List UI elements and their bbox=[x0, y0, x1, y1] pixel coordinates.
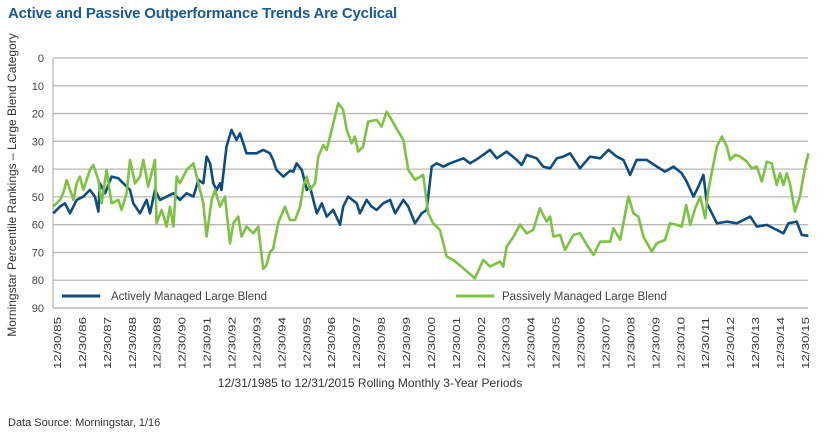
x-tick-label: 12/30/06 bbox=[576, 317, 588, 369]
x-tick-label: 12/30/86 bbox=[77, 317, 89, 369]
x-tick-label: 12/30/05 bbox=[551, 317, 563, 369]
x-tick-label: 12/30/14 bbox=[775, 317, 787, 369]
x-tick-label: 12/30/85 bbox=[52, 317, 64, 369]
legend-label: Actively Managed Large Blend bbox=[111, 291, 267, 303]
y-tick-label: 20 bbox=[32, 109, 44, 121]
x-tick-label: 12/30/94 bbox=[276, 317, 288, 369]
x-tick-label: 12/30/13 bbox=[750, 317, 762, 369]
x-tick-label: 12/30/93 bbox=[251, 317, 263, 369]
y-tick-label: 30 bbox=[32, 136, 44, 148]
legend-label: Passively Managed Large Blend bbox=[502, 291, 667, 303]
x-tick-label: 12/30/90 bbox=[177, 317, 189, 369]
x-tick-label: 12/30/12 bbox=[725, 317, 737, 369]
x-tick-label: 12/30/89 bbox=[152, 317, 164, 369]
y-tick-label: 60 bbox=[32, 220, 44, 232]
series-line-passive bbox=[52, 102, 810, 280]
y-tick-label: 50 bbox=[32, 192, 44, 204]
y-tick-label: 10 bbox=[32, 81, 44, 93]
x-tick-label: 12/30/99 bbox=[401, 317, 413, 369]
y-tick-label: 70 bbox=[32, 247, 44, 259]
x-tick-label: 12/30/87 bbox=[102, 317, 114, 369]
x-tick-label: 12/30/01 bbox=[451, 317, 463, 369]
x-tick-label: 12/30/95 bbox=[301, 317, 313, 369]
x-tick-label: 12/30/15 bbox=[800, 317, 812, 369]
x-tick-label: 12/30/92 bbox=[227, 317, 239, 369]
x-tick-label: 12/30/91 bbox=[202, 317, 214, 369]
x-axis-label: 12/31/1985 to 12/31/2015 Rolling Monthly… bbox=[217, 376, 523, 390]
series-line-active bbox=[52, 128, 809, 238]
x-tick-label: 12/30/03 bbox=[501, 317, 513, 369]
x-tick-label: 12/30/10 bbox=[675, 317, 687, 369]
chart-title: Active and Passive Outperformance Trends… bbox=[8, 5, 398, 22]
x-tick-label: 12/30/98 bbox=[376, 317, 388, 369]
legend-box bbox=[55, 285, 806, 306]
x-tick-label: 12/30/97 bbox=[351, 317, 363, 369]
y-tick-label: 40 bbox=[32, 164, 44, 176]
x-tick-label: 12/30/00 bbox=[426, 317, 438, 369]
x-tick-label: 12/30/88 bbox=[127, 317, 139, 369]
x-tick-label: 12/30/11 bbox=[700, 317, 712, 369]
y-tick-label: 0 bbox=[38, 53, 44, 65]
y-tick-label: 80 bbox=[32, 275, 44, 287]
x-tick-label: 12/30/96 bbox=[326, 317, 338, 369]
x-tick-label: 12/30/08 bbox=[625, 317, 637, 369]
data-source-note: Data Source: Morningstar, 1/16 bbox=[8, 417, 161, 429]
x-tick-label: 12/30/02 bbox=[476, 317, 488, 369]
x-tick-label: 12/30/09 bbox=[650, 317, 662, 369]
y-tick-label: 90 bbox=[32, 303, 44, 315]
x-tick-label: 12/30/04 bbox=[526, 317, 538, 369]
x-tick-label: 12/30/07 bbox=[600, 317, 612, 369]
